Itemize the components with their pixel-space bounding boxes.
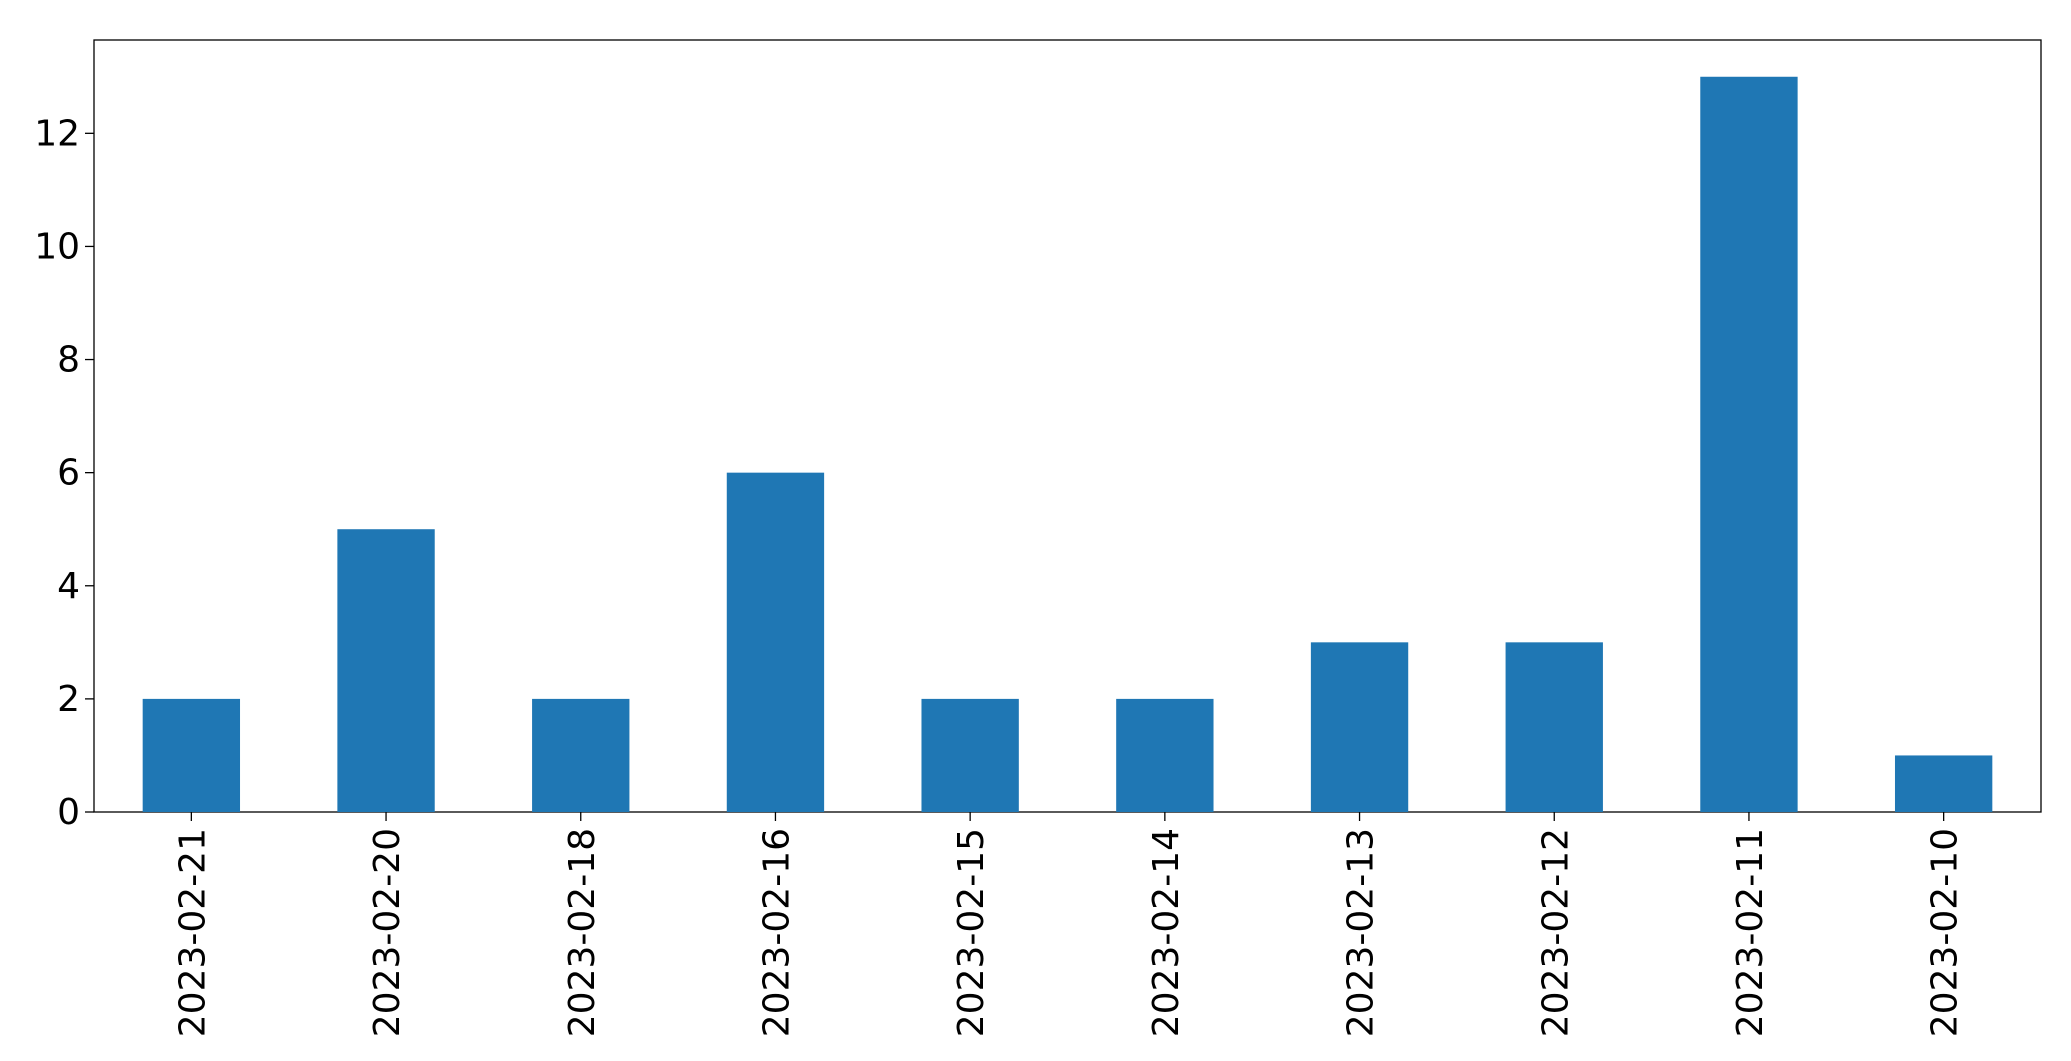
bar [142, 698, 241, 812]
y-tick-label: 12 [34, 113, 80, 154]
x-tick-label: 2023-02-14 [1146, 828, 1187, 1037]
bar [1700, 76, 1798, 812]
x-tick-label: 2023-02-10 [1925, 828, 1966, 1037]
x-tick-label: 2023-02-13 [1341, 828, 1382, 1037]
x-tick-label: 2023-02-12 [1535, 828, 1576, 1037]
y-tick-label: 6 [57, 453, 80, 494]
bar [1894, 755, 1993, 812]
x-tick-label: 2023-02-11 [1730, 828, 1771, 1037]
y-tick-label: 10 [34, 226, 80, 267]
y-tick-label: 2 [57, 679, 80, 720]
bar [921, 698, 1019, 812]
bar [1310, 642, 1409, 812]
x-tick-label: 2023-02-15 [951, 828, 992, 1037]
bar [1505, 642, 1603, 812]
bar [1116, 698, 1214, 812]
axes-frame [93, 39, 2042, 813]
x-tick-label: 2023-02-16 [756, 828, 797, 1037]
y-tick-label: 8 [57, 340, 80, 381]
x-tick-label: 2023-02-20 [367, 828, 408, 1037]
bar [337, 529, 435, 812]
x-tick-label: 2023-02-21 [172, 828, 213, 1037]
bar [726, 472, 825, 812]
y-tick-label: 0 [57, 792, 80, 833]
x-tick-label: 2023-02-18 [562, 828, 603, 1037]
y-tick-label: 4 [57, 566, 80, 607]
bar [532, 698, 630, 812]
